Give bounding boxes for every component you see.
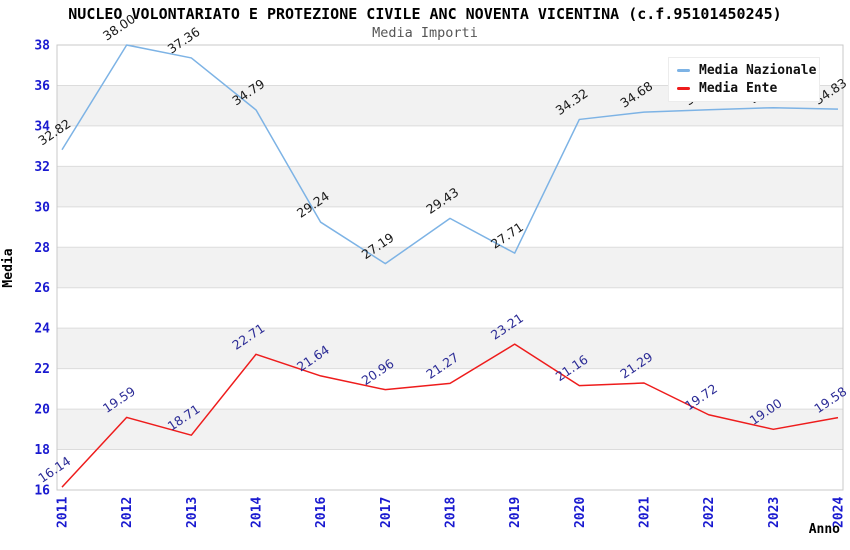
svg-text:2021: 2021	[638, 497, 653, 528]
svg-text:34: 34	[34, 119, 50, 134]
svg-text:38.00: 38.00	[100, 11, 138, 43]
series-line-media-nazionale	[61, 44, 839, 265]
legend-label-media-ente: Media Ente	[699, 81, 778, 97]
media-nazionale-line-swatch-icon	[677, 68, 690, 72]
svg-text:2024: 2024	[832, 497, 847, 528]
svg-text:37.36: 37.36	[165, 24, 203, 56]
svg-text:2022: 2022	[702, 497, 717, 528]
svg-text:19.72: 19.72	[682, 381, 720, 413]
svg-text:2014: 2014	[250, 497, 265, 528]
plot-border	[56, 44, 844, 491]
x-axis-title: Anno	[809, 522, 840, 537]
y-axis-title: Media	[1, 248, 16, 287]
legend: Media Nazionale Media Ente	[668, 57, 820, 102]
chart-title: NUCLEO VOLONTARIATO E PROTEZIONE CIVILE …	[68, 5, 782, 23]
plot-bands	[57, 85, 843, 450]
svg-text:2023: 2023	[767, 497, 782, 528]
svg-text:30: 30	[34, 200, 50, 215]
svg-text:22: 22	[34, 362, 50, 377]
svg-text:32: 32	[34, 160, 50, 175]
svg-text:2013: 2013	[185, 497, 200, 528]
svg-text:36: 36	[34, 79, 50, 94]
y-axis-ticks: 16 18 20 22 24 26 28 30 32 34 36 38	[34, 39, 50, 499]
x-axis-ticks: 2011 2012 2013 2014 2016 2017 2018 2019 2020 2021…	[56, 497, 847, 528]
svg-text:2011: 2011	[56, 497, 71, 528]
svg-text:16: 16	[34, 484, 50, 499]
svg-text:24: 24	[34, 322, 50, 337]
svg-text:28: 28	[34, 241, 50, 256]
svg-text:2019: 2019	[508, 497, 523, 528]
svg-text:27.71: 27.71	[488, 219, 526, 251]
svg-text:38: 38	[34, 39, 50, 54]
svg-text:2020: 2020	[573, 497, 588, 528]
legend-label-media-nazionale: Media Nazionale	[699, 62, 817, 78]
svg-text:20: 20	[34, 403, 50, 418]
svg-text:2016: 2016	[314, 497, 329, 528]
svg-text:2012: 2012	[120, 497, 135, 528]
svg-text:18: 18	[34, 443, 50, 458]
svg-text:2018: 2018	[444, 497, 459, 528]
legend-item-media-nazionale[interactable]: Media Nazionale	[677, 63, 816, 78]
legend-item-media-ente[interactable]: Media Ente	[677, 81, 811, 96]
series-line-media-ente	[61, 343, 839, 488]
chart-subtitle: Media Importi	[372, 25, 478, 41]
svg-text:26: 26	[34, 281, 50, 296]
svg-text:2017: 2017	[379, 497, 394, 528]
media-ente-line-swatch-icon	[677, 87, 690, 91]
